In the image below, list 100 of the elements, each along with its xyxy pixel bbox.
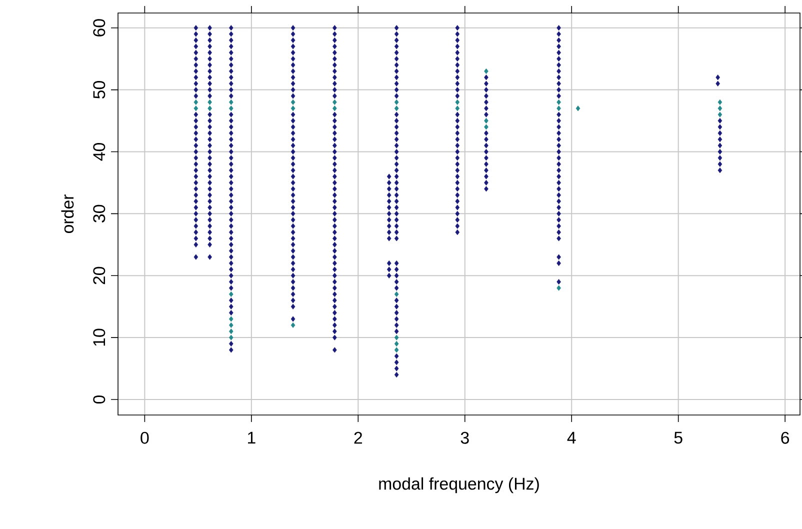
point: [484, 112, 488, 118]
point: [394, 340, 399, 347]
point: [556, 223, 561, 229]
point: [332, 204, 337, 210]
point: [394, 322, 399, 328]
point: [556, 168, 561, 174]
point: [394, 93, 399, 99]
point: [455, 186, 460, 192]
x-tick-label: 1: [248, 432, 256, 444]
point: [290, 118, 296, 124]
point: [290, 168, 296, 174]
point: [290, 298, 296, 304]
point: [290, 112, 296, 118]
point: [228, 291, 234, 297]
point: [332, 186, 337, 192]
point: [386, 217, 392, 223]
point: [484, 93, 488, 99]
point: [228, 148, 234, 155]
point: [228, 285, 234, 291]
point: [718, 142, 722, 148]
point: [208, 242, 212, 248]
point: [194, 174, 198, 180]
y-tick-label: 50: [93, 81, 106, 99]
point: [332, 142, 337, 148]
point: [194, 192, 198, 198]
point: [386, 198, 392, 204]
point: [332, 161, 337, 167]
point: [718, 106, 722, 112]
point: [394, 86, 399, 93]
point: [290, 148, 296, 155]
point: [332, 242, 337, 248]
point: [556, 285, 561, 291]
point: [290, 130, 296, 136]
point: [455, 99, 460, 105]
point: [455, 68, 460, 74]
point: [228, 304, 234, 310]
point: [556, 50, 561, 56]
point: [290, 44, 296, 50]
point: [556, 74, 561, 80]
y-tick-label: 20: [93, 266, 106, 284]
point: [208, 174, 212, 180]
point: [290, 260, 296, 266]
point: [290, 62, 296, 68]
point: [455, 44, 460, 50]
point: [394, 229, 399, 236]
point: [455, 62, 460, 68]
point: [290, 291, 296, 297]
point: [484, 155, 488, 161]
point: [194, 148, 198, 155]
point: [556, 56, 561, 62]
point: [394, 204, 399, 210]
point: [556, 236, 561, 242]
point: [290, 223, 296, 229]
point: [386, 229, 392, 236]
point: [718, 112, 722, 118]
point: [394, 236, 399, 242]
x-axis-title: modal frequency (Hz): [379, 477, 539, 494]
y-tick-label: 10: [93, 328, 106, 346]
point: [228, 130, 234, 136]
point: [290, 316, 296, 322]
point: [332, 192, 337, 198]
point: [208, 161, 212, 167]
point: [194, 25, 198, 31]
point: [228, 37, 234, 44]
point: [394, 118, 399, 124]
point: [394, 285, 399, 291]
point: [718, 99, 722, 105]
point: [228, 310, 234, 316]
point: [290, 93, 296, 99]
point: [194, 93, 198, 99]
point: [208, 62, 212, 68]
point: [718, 161, 722, 167]
point: [290, 186, 296, 192]
point: [290, 204, 296, 210]
point: [228, 334, 234, 340]
point: [290, 50, 296, 56]
point: [228, 260, 234, 266]
point: [228, 68, 234, 74]
point: [332, 210, 337, 216]
point: [194, 99, 198, 105]
point: [228, 328, 234, 334]
point: [290, 242, 296, 248]
point: [394, 25, 399, 31]
point: [332, 322, 337, 328]
point: [394, 44, 399, 50]
point: [394, 192, 399, 198]
point: [290, 180, 296, 186]
point: [332, 285, 337, 291]
point: [208, 168, 212, 174]
point: [332, 291, 337, 297]
point: [228, 316, 234, 322]
point: [332, 298, 337, 304]
point: [332, 248, 337, 254]
point: [484, 124, 488, 130]
point: [394, 366, 399, 372]
point: [228, 93, 234, 99]
y-tick-label: 40: [93, 142, 106, 161]
y-tick-label: 0: [93, 395, 106, 404]
point: [394, 180, 399, 186]
point: [455, 106, 460, 112]
